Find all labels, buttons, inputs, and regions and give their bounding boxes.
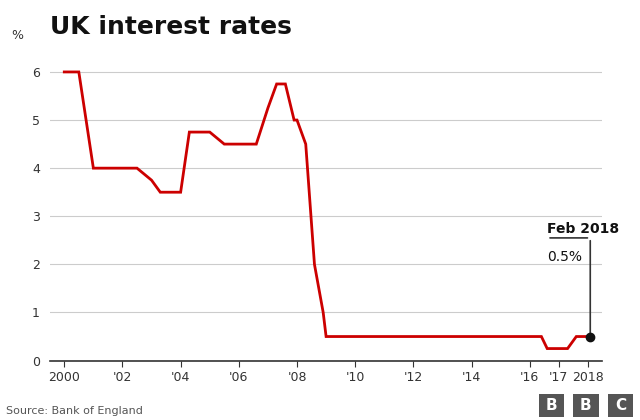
Text: C: C bbox=[615, 398, 626, 413]
Text: Source: Bank of England: Source: Bank of England bbox=[6, 406, 143, 416]
FancyBboxPatch shape bbox=[573, 394, 598, 417]
Text: B: B bbox=[580, 398, 591, 413]
Text: B: B bbox=[545, 398, 557, 413]
FancyBboxPatch shape bbox=[608, 394, 633, 417]
Text: Feb 2018: Feb 2018 bbox=[547, 221, 620, 236]
FancyBboxPatch shape bbox=[539, 394, 564, 417]
Text: 0.5%: 0.5% bbox=[547, 250, 582, 264]
Text: %: % bbox=[11, 29, 23, 42]
Text: UK interest rates: UK interest rates bbox=[50, 15, 292, 39]
